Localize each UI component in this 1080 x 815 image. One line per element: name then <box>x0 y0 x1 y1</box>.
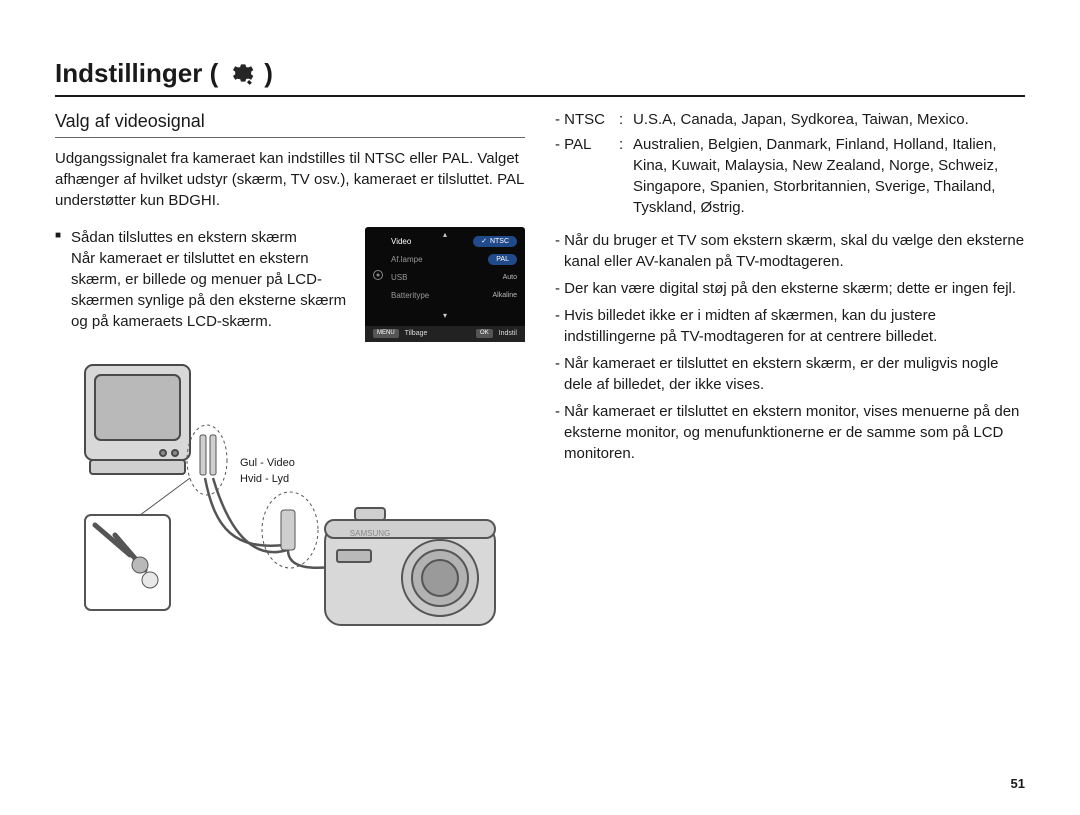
menu-value-pill: NTSC <box>473 236 517 248</box>
menu-footer: MENU Tilbage OK Indstil <box>365 326 525 342</box>
menu-row: Batteritype Alkaline <box>391 287 517 305</box>
right-column: - NTSC : U.S.A, Canada, Japan, Sydkorea,… <box>555 109 1025 639</box>
note: - Der kan være digital støj på den ekste… <box>555 278 1025 299</box>
pal-key: - PAL <box>555 134 619 218</box>
heading-title-close: ) <box>264 55 273 91</box>
external-screen-block: Sådan tilsluttes en ekstern skærm Når ka… <box>55 227 525 342</box>
menu-btn: MENU <box>373 329 399 337</box>
page-heading: Indstillinger ( ) <box>55 55 1025 97</box>
note: - Hvis billedet ikke er i midten af skær… <box>555 305 1025 347</box>
diagram-labels: Gul - Video Hvid - Lyd <box>240 455 295 488</box>
ntsc-row: - NTSC : U.S.A, Canada, Japan, Sydkorea,… <box>555 109 1025 130</box>
manual-page: Indstillinger ( ) Valg af videosignal Ud… <box>0 0 1080 815</box>
pal-countries: Australien, Belgien, Danmark, Finland, H… <box>633 134 1025 218</box>
page-number: 51 <box>1011 775 1025 793</box>
menu-btn-label: Indstil <box>499 329 517 339</box>
ntsc-countries: U.S.A, Canada, Japan, Sydkorea, Taiwan, … <box>633 109 1025 130</box>
arrow-down-icon: ▾ <box>443 310 447 321</box>
arrow-up-icon: ▴ <box>443 229 447 240</box>
diagram-label-audio: Hvid - Lyd <box>240 471 295 488</box>
menu-value-pill: PAL <box>488 254 517 266</box>
notes-list: - Når du bruger et TV som ekstern skærm,… <box>555 230 1025 464</box>
region-list: - NTSC : U.S.A, Canada, Japan, Sydkorea,… <box>555 109 1025 218</box>
diagram-label-video: Gul - Video <box>240 455 295 472</box>
menu-row: USB Auto <box>391 269 517 287</box>
note: - Når kameraet er tilsluttet en ekstern … <box>555 401 1025 464</box>
menu-value: Auto <box>503 273 517 283</box>
left-column: Valg af videosignal Udgangssignalet fra … <box>55 109 525 639</box>
bullet-body: Når kameraet er tilsluttet en ekstern sk… <box>55 248 351 332</box>
intro-paragraph: Udgangssignalet fra kameraet kan indstil… <box>55 148 525 211</box>
menu-btn-label: Tilbage <box>405 329 428 339</box>
menu-label: Af.lampe <box>391 254 423 265</box>
colon: : <box>619 134 633 218</box>
bullet-lead: Sådan tilsluttes en ekstern skærm <box>55 227 351 248</box>
content-columns: Valg af videosignal Udgangssignalet fra … <box>55 109 1025 639</box>
colon: : <box>619 109 633 130</box>
menu-label: Batteritype <box>391 290 429 301</box>
note: - Når du bruger et TV som ekstern skærm,… <box>555 230 1025 272</box>
svg-text:SAMSUNG: SAMSUNG <box>350 529 390 538</box>
menu-value: Alkaline <box>492 291 517 301</box>
pal-row: - PAL : Australien, Belgien, Danmark, Fi… <box>555 134 1025 218</box>
menu-label: Video <box>391 236 411 247</box>
external-screen-text: Sådan tilsluttes en ekstern skærm Når ka… <box>55 227 351 342</box>
connection-diagram: SAMSUNG Gul - Video Hvid - Lyd <box>55 360 525 640</box>
ntsc-key: - NTSC <box>555 109 619 130</box>
gear-icon <box>228 60 254 86</box>
menu-row: Af.lampe PAL <box>391 251 517 269</box>
subheading: Valg af videosignal <box>55 109 525 137</box>
note: - Når kameraet er tilsluttet en ekstern … <box>555 353 1025 395</box>
camera-menu-screenshot: ▴ Video NTSC Af.lampe PAL USB Auto <box>365 227 525 342</box>
gear-small-icon <box>371 269 385 281</box>
menu-btn: OK <box>476 329 493 337</box>
menu-row: Video NTSC <box>391 233 517 251</box>
menu-label: USB <box>391 272 407 283</box>
heading-title-open: Indstillinger ( <box>55 55 218 91</box>
